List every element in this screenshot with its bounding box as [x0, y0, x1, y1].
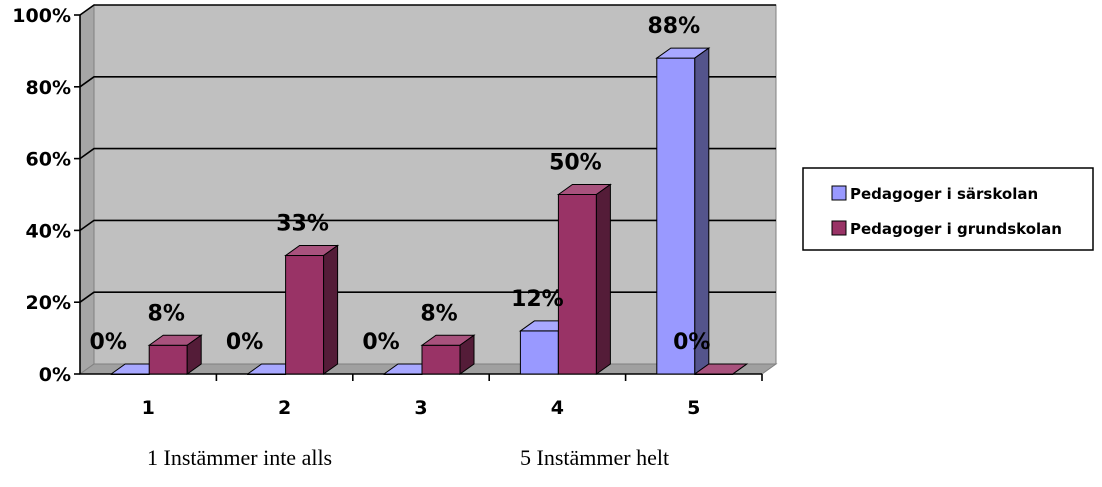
bar-front — [519, 330, 559, 375]
legend-swatch — [831, 220, 847, 236]
gridline — [79, 147, 776, 160]
x-tick-label: 2 — [278, 397, 291, 419]
bar-side — [595, 183, 611, 375]
data-label: 8% — [148, 301, 185, 326]
x-tick-label: 4 — [551, 397, 564, 419]
legend-box — [802, 167, 1094, 251]
scale-note-low: 1 Instämmer inte alls — [147, 445, 333, 470]
bar-grundskolan — [147, 334, 203, 375]
legend: Pedagoger i särskolan Pedagoger i grundsk… — [802, 167, 1094, 251]
bar-front — [421, 344, 461, 375]
gridline — [79, 291, 776, 303]
gridline — [79, 4, 776, 16]
bar-front — [656, 57, 696, 375]
data-label: 33% — [276, 212, 329, 237]
data-labels: 0% 8% 0% 33% 0% 8% 12% 50% 88% 0% — [90, 14, 711, 355]
gridline — [79, 76, 776, 88]
y-tick-label: 20% — [26, 292, 71, 314]
bar-grundskolan — [420, 334, 476, 375]
bar-side — [459, 334, 475, 375]
bar-grundskolan — [693, 363, 749, 375]
y-tick-label: 60% — [26, 149, 71, 171]
bar-front — [148, 344, 188, 375]
legend-label: Pedagoger i grundskolan — [850, 220, 1062, 238]
bar-side — [323, 244, 339, 375]
bar-side — [186, 334, 202, 375]
data-label: 50% — [549, 151, 602, 176]
legend-label: Pedagoger i särskolan — [850, 185, 1038, 203]
x-tick-label: 5 — [687, 397, 700, 419]
x-tick-label: 1 — [142, 397, 155, 419]
y-tick-label: 80% — [26, 77, 71, 99]
data-label: 0% — [90, 330, 127, 355]
bar-grundskolan — [284, 244, 340, 375]
y-tick-label: 0% — [39, 364, 71, 386]
bar-grundskolan — [556, 183, 612, 375]
bar-front — [557, 194, 597, 375]
data-label: 88% — [647, 14, 700, 39]
gridline — [79, 219, 776, 232]
bars — [109, 47, 749, 375]
x-tick-label: 3 — [414, 397, 427, 419]
y-tick-label: 40% — [26, 220, 71, 242]
plot-side-wall — [79, 4, 95, 375]
bar-sarskolan — [655, 47, 711, 375]
data-label: 0% — [673, 330, 710, 355]
legend-swatch — [831, 185, 847, 201]
data-label: 0% — [226, 330, 263, 355]
scale-note-high: 5 Instämmer helt — [520, 445, 670, 470]
bar-side — [694, 47, 710, 375]
bar-front — [285, 255, 325, 375]
bar-side — [732, 363, 748, 375]
data-label: 0% — [362, 330, 399, 355]
data-label: 8% — [420, 301, 457, 326]
y-tick-label: 100% — [12, 5, 71, 27]
data-label: 12% — [511, 287, 564, 312]
